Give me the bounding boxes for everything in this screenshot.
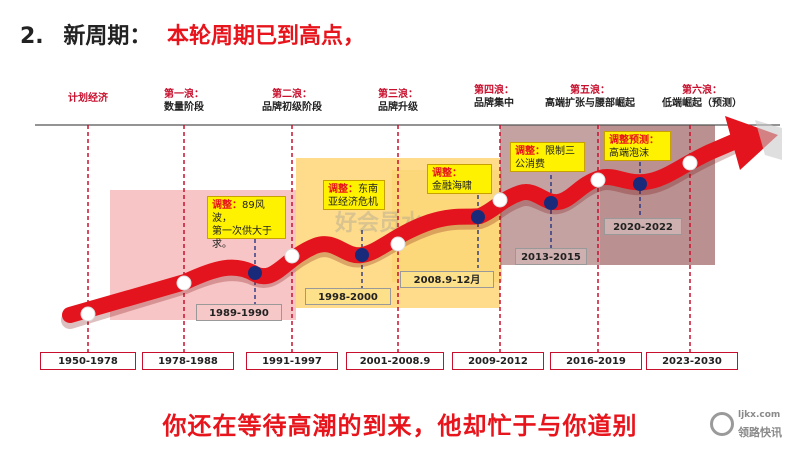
year-range-box: 2023-2030 <box>646 352 738 370</box>
wave-label-2: 第二浪： 品牌初级阶段 <box>262 88 322 114</box>
wave-label-5: 第五浪： 高端扩张与腰部崛起 <box>545 84 635 110</box>
note-text-line: 亚经济危机 <box>328 197 378 208</box>
node-peak <box>492 192 508 208</box>
wave-desc: 数量阶段 <box>164 102 204 113</box>
adjustment-note-3: 调整： 金融海啸 <box>427 164 492 194</box>
wave-label-1: 第一浪： 数量阶段 <box>164 88 204 114</box>
wave-name: 第四浪： <box>474 85 514 96</box>
node-dip <box>633 177 647 191</box>
year-range-box: 2016-2019 <box>550 352 642 370</box>
wave-label-4: 第四浪： 品牌集中 <box>474 84 514 110</box>
wave-name: 第一浪： <box>164 89 204 100</box>
note-text-line: 89风波， <box>212 200 265 224</box>
adjustment-period-2: 1998-2000 <box>305 288 391 305</box>
page-title: 2. 新周期： 本轮周期已到高点， <box>20 18 365 50</box>
note-label: 调整： <box>328 184 358 195</box>
brand-logo: ljkx.com 领路快讯 <box>708 408 798 446</box>
title-number: 2. <box>20 24 44 49</box>
year-range-box: 1950-1978 <box>40 352 136 370</box>
note-label: 调整预测： <box>609 135 659 146</box>
wave-label-0: 计划经济 <box>68 92 108 105</box>
wave-desc: 品牌集中 <box>474 98 514 109</box>
wave-label-6: 第六浪： 低端崛起（预测） <box>662 84 742 110</box>
year-range-box: 1978-1988 <box>142 352 234 370</box>
wave-desc: 高端扩张与腰部崛起 <box>545 98 635 109</box>
node-dip <box>248 266 262 280</box>
logo-name: 领路快讯 <box>738 426 782 439</box>
wave-label-3: 第三浪： 品牌升级 <box>378 88 418 114</box>
note-label: 调整： <box>212 200 242 211</box>
footer-slogan: 你还在等待高潮的到来，他却忙于与你道别 <box>162 412 638 440</box>
title-main: 新周期： <box>63 24 152 49</box>
adjustment-note-5: 调整预测： 高端泡沫 <box>604 131 671 161</box>
adjustment-period-1: 1989-1990 <box>196 304 282 321</box>
node-dip <box>471 210 485 224</box>
logo-circle-icon <box>710 412 734 436</box>
arrow-head <box>725 116 778 170</box>
note-label: 调整： <box>515 146 545 157</box>
dip-nodes <box>248 177 647 280</box>
arrow-head-shadow <box>755 120 782 160</box>
node-peak <box>80 306 96 322</box>
year-range-box: 1991-1997 <box>246 352 338 370</box>
wave-name: 第二浪： <box>272 89 312 100</box>
wave-desc: 低端崛起（预测） <box>662 98 742 109</box>
adjustment-note-2: 调整：东南 亚经济危机 <box>323 180 385 210</box>
year-range-box: 2001-2008.9 <box>346 352 444 370</box>
adjustment-period-3: 2008.9-12月 <box>400 271 494 288</box>
wave-name: 第三浪： <box>378 89 418 100</box>
adjustment-note-1: 调整：89风波， 第一次供大于 求。 <box>207 196 286 250</box>
wave-desc: 计划经济 <box>68 93 108 104</box>
note-label: 调整： <box>432 168 462 179</box>
wave-desc: 品牌初级阶段 <box>262 102 322 113</box>
logo-url: ljkx.com <box>738 410 781 420</box>
node-dip <box>355 248 369 262</box>
node-peak <box>390 236 406 252</box>
adjustment-period-5: 2020-2022 <box>604 218 682 235</box>
note-text-line: 金融海啸 <box>432 181 472 192</box>
node-peak <box>284 248 300 264</box>
wave-desc: 品牌升级 <box>378 102 418 113</box>
title-subtitle: 本轮周期已到高点， <box>167 24 366 49</box>
adjustment-period-4: 2013-2015 <box>515 248 587 265</box>
note-text-line: 公消费 <box>515 159 545 170</box>
note-text-line: 求。 <box>212 239 232 250</box>
note-text-line: 高端泡沫 <box>609 148 649 159</box>
node-dip <box>544 196 558 210</box>
wave-name: 第五浪： <box>570 85 610 96</box>
note-text-line: 限制三 <box>545 146 575 157</box>
wave-name: 第六浪： <box>682 85 722 96</box>
peak-nodes <box>80 155 698 322</box>
note-text-line: 第一次供大于 <box>212 226 272 237</box>
adjustment-note-4: 调整：限制三 公消费 <box>510 142 585 172</box>
node-peak <box>176 275 192 291</box>
year-range-box: 2009-2012 <box>452 352 544 370</box>
note-text-line: 东南 <box>358 184 378 195</box>
node-peak <box>682 155 698 171</box>
node-peak <box>590 172 606 188</box>
